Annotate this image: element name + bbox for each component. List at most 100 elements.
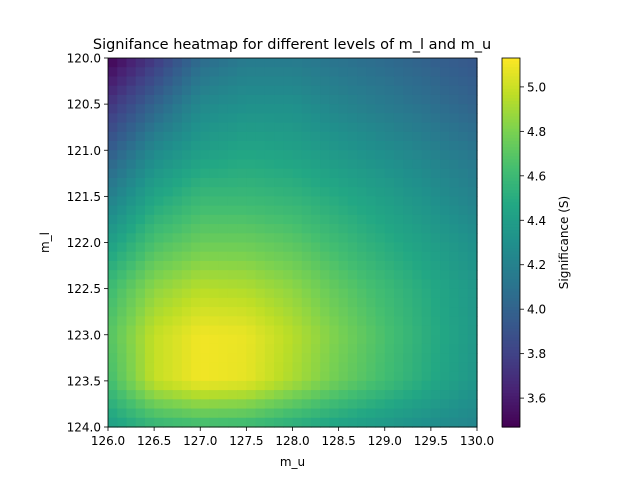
heatmap-cell [274,334,284,345]
heatmap-cell [237,58,247,68]
heatmap-cell [246,390,257,400]
colorbar-segment [502,205,520,210]
heatmap-cell [200,233,211,244]
heatmap-cell [191,67,201,78]
colorbar-segment [502,257,520,262]
heatmap-cell [255,242,266,253]
heatmap-cell [264,270,275,280]
heatmap-cell [375,159,386,170]
heatmap-cell [246,187,257,197]
heatmap-cell [255,334,266,345]
heatmap-cell [255,390,266,400]
heatmap-cell [218,408,229,419]
heatmap-cell [467,353,478,364]
heatmap-cell [246,343,257,354]
heatmap-cell [227,307,238,317]
heatmap-cell [310,399,321,410]
heatmap-cell [172,260,183,271]
heatmap-cell [218,353,229,364]
heatmap-cell [144,224,155,234]
colorbar-segment [502,227,520,231]
heatmap-cell [375,380,386,391]
heatmap-cell [274,122,284,133]
heatmap-cell [274,390,284,400]
heatmap-cell [338,131,349,142]
heatmap-cell [135,270,146,280]
heatmap-cell [191,233,201,244]
colorbar-segment [502,356,520,360]
heatmap-cell [421,353,432,364]
heatmap-cell [163,307,174,317]
heatmap-cell [375,233,386,244]
heatmap-cell [375,297,386,308]
heatmap-cell [357,334,367,345]
heatmap-cell [357,113,367,124]
heatmap-cell [421,371,432,382]
heatmap-cell [163,334,174,345]
heatmap-cell [430,334,441,345]
heatmap-cell [412,113,423,124]
heatmap-cell [108,353,118,364]
colorbar-segment [502,220,520,225]
heatmap-cell [181,94,192,105]
colorbar-segment [502,405,520,410]
heatmap-cell [329,58,340,68]
heatmap-cell [246,104,257,114]
heatmap-cell [255,67,266,78]
heatmap-cell [283,334,294,345]
heatmap-cell [375,150,386,161]
heatmap-cell [440,242,450,253]
heatmap-cell [237,67,247,78]
heatmap-cell [200,196,211,207]
heatmap-cell [338,104,349,114]
heatmap-cell [126,316,137,327]
heatmap-cell [412,177,423,188]
heatmap-cell [255,76,266,87]
heatmap-cell [347,279,358,290]
heatmap-cell [458,76,469,87]
heatmap-cell [467,159,478,170]
heatmap-cell [301,214,312,225]
heatmap-cell [393,353,404,364]
heatmap-cell [292,122,303,133]
heatmap-cell [430,150,441,161]
heatmap-cell [154,380,164,391]
heatmap-cell [449,224,460,234]
heatmap-cell [200,251,211,262]
colorbar-segment [502,125,520,130]
heatmap-cell [227,67,238,78]
heatmap-cell [135,104,146,114]
heatmap-cell [172,76,183,87]
heatmap-cell [172,390,183,400]
heatmap-cell [274,371,284,382]
heatmap-cell [403,214,414,225]
heatmap-cell [237,159,247,170]
heatmap-cell [292,168,303,179]
heatmap-cell [403,334,414,345]
heatmap-cell [227,288,238,299]
heatmap-cell [172,325,183,336]
heatmap-cell [384,270,395,280]
heatmap-cell [227,417,238,428]
heatmap-cell [357,224,367,234]
heatmap-cell [255,214,266,225]
heatmap-cell [329,260,340,271]
heatmap-cell [467,260,478,271]
heatmap-cell [338,242,349,253]
heatmap-cell [163,67,174,78]
colorbar-segment [502,273,520,277]
heatmap-cell [181,168,192,179]
colorbar-tick-label: 4.6 [527,169,546,183]
heatmap-cell [301,242,312,253]
heatmap-cell [458,177,469,188]
colorbar-segment [502,110,520,114]
heatmap-cell [430,260,441,271]
heatmap-cell [246,251,257,262]
heatmap-cell [246,288,257,299]
heatmap-cell [144,297,155,308]
heatmap-cell [218,104,229,114]
colorbar-segment [502,248,520,253]
heatmap-cell [135,196,146,207]
colorbar-segment [502,64,520,68]
heatmap-cell [154,104,164,114]
